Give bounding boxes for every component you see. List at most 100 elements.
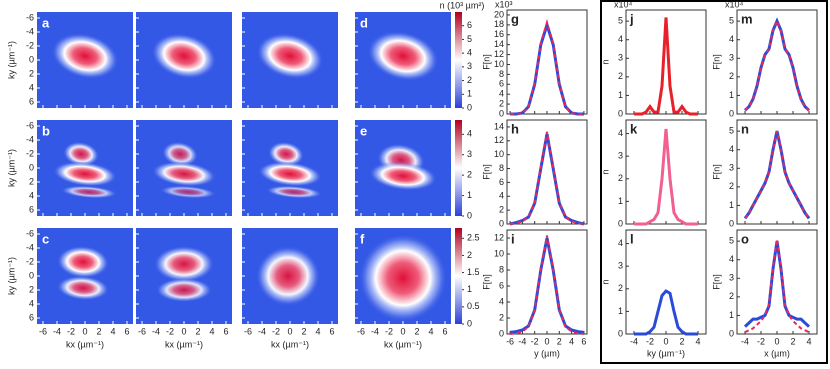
y-tick-label: 10: [494, 149, 504, 159]
x-tick-label: -6: [244, 326, 252, 336]
panel-label: g: [511, 11, 519, 26]
panel-label: i: [511, 231, 515, 246]
y-tick-label: 2: [729, 291, 734, 301]
x-tick-label: -6: [357, 326, 365, 336]
y-tick-label: 4: [29, 190, 34, 200]
colorbar-tick-label: 0: [467, 318, 472, 328]
y-axis-label: n: [600, 169, 610, 174]
y-axis-label: F[n]: [481, 164, 491, 180]
x-tick-label: 0: [663, 336, 668, 346]
x-tick-label: -6: [39, 326, 47, 336]
profile-line: [634, 289, 698, 336]
y-tick-label: 12: [494, 135, 504, 145]
density-blob: [57, 275, 109, 301]
y-tick-label: 3: [729, 53, 734, 63]
x-tick-label: 2: [195, 326, 200, 336]
x-tick-label: 6: [581, 336, 586, 346]
x-tick-label: 6: [124, 326, 129, 336]
y-tick-label: 0: [499, 108, 504, 118]
y-tick-label: 20: [494, 9, 504, 19]
x-axis-label: ky (µm⁻¹): [647, 348, 685, 358]
x-tick-label: -4: [53, 326, 61, 336]
y-tick-label: 6: [499, 280, 504, 290]
x-tick-label: -6: [138, 326, 146, 336]
density-blob: [256, 246, 320, 306]
x-axis-label: kx (µm⁻¹): [271, 339, 309, 349]
y-tick-label: 0: [618, 218, 623, 228]
colorbar: [455, 12, 462, 108]
y-tick-label: 2: [29, 68, 34, 78]
y-tick-label: 0: [499, 328, 504, 338]
panel-label: o: [741, 231, 749, 246]
y-tick-label: 2: [499, 205, 504, 215]
y-axis-label: n: [600, 59, 610, 64]
y-axis-label: F[n]: [711, 274, 721, 290]
y-tick-label: 6: [29, 312, 34, 322]
y-tick-label: -2: [26, 256, 34, 266]
y-tick-label: 4: [729, 254, 734, 264]
y-tick-label: 12: [494, 49, 504, 59]
y-tick-label: 0: [729, 108, 734, 118]
y-tick-label: 10: [494, 248, 504, 258]
density-blob: [151, 33, 217, 79]
y-tick-label: 4: [618, 238, 623, 248]
density-blob: [256, 33, 324, 79]
colorbar-tick-label: 4: [467, 48, 472, 58]
y-tick-label: 0: [618, 108, 623, 118]
panel-label: h: [511, 121, 519, 136]
x-tick-label: 0: [400, 326, 405, 336]
y-axis-label: ky (µm⁻¹): [6, 41, 16, 79]
profile-line: [509, 131, 585, 225]
y-tick-label: 6: [499, 79, 504, 89]
profile-line: [744, 130, 810, 219]
x-tick-label: -4: [518, 336, 526, 346]
x-tick-label: 4: [569, 336, 574, 346]
panel-label: j: [629, 11, 634, 26]
colorbar-tick-label: 5: [467, 34, 472, 44]
y-tick-label: 2: [618, 71, 623, 81]
y-tick-label: 16: [494, 29, 504, 39]
y-tick-label: 5: [729, 236, 734, 246]
profile-line: [510, 19, 584, 116]
colorbar-tick-label: 1: [467, 89, 472, 99]
y-tick-label: 5: [729, 16, 734, 26]
y-tick-label: 8: [499, 264, 504, 274]
y-tick-label: 4: [499, 191, 504, 201]
y-tick-label: 2: [499, 312, 504, 322]
profile-line: [509, 237, 585, 334]
profile-line: [634, 17, 698, 116]
y-tick-label: 0: [729, 218, 734, 228]
density-blob: [266, 185, 322, 199]
x-tick-label: 4: [209, 326, 214, 336]
x-tick-label: -2: [166, 326, 174, 336]
y-tick-label: 5: [729, 126, 734, 136]
density-blob: [63, 141, 99, 167]
panel-label: c: [42, 231, 49, 246]
x-tick-label: 0: [181, 326, 186, 336]
x-axis-label: kx (µm⁻¹): [66, 339, 104, 349]
y-tick-label: 0: [618, 328, 623, 338]
y-tick-label: 4: [729, 34, 734, 44]
x-tick-label: 2: [790, 336, 795, 346]
y-tick-label: -2: [26, 40, 34, 50]
panel-label: f: [360, 231, 365, 246]
x-tick-label: -2: [272, 326, 280, 336]
y-tick-label: 2: [729, 71, 734, 81]
y-tick-label: -4: [26, 242, 34, 252]
profile-line: [510, 18, 584, 115]
colorbar-tick-label: 2.5: [467, 233, 480, 243]
x-tick-label: 2: [301, 326, 306, 336]
y-tick-label: 3: [618, 53, 623, 63]
y-axis-label: F[n]: [711, 164, 721, 180]
x-tick-label: -2: [757, 336, 765, 346]
y-tick-label: 0: [29, 162, 34, 172]
x-tick-label: 0: [544, 336, 549, 346]
x-tick-label: 0: [287, 326, 292, 336]
y-tick-label: 3: [618, 151, 623, 161]
x-tick-label: -2: [646, 336, 654, 346]
panel-label: b: [42, 123, 50, 138]
profile-line: [509, 235, 585, 335]
y-tick-label: 2: [499, 98, 504, 108]
x-tick-label: 2: [557, 336, 562, 346]
x-tick-label: -4: [152, 326, 160, 336]
